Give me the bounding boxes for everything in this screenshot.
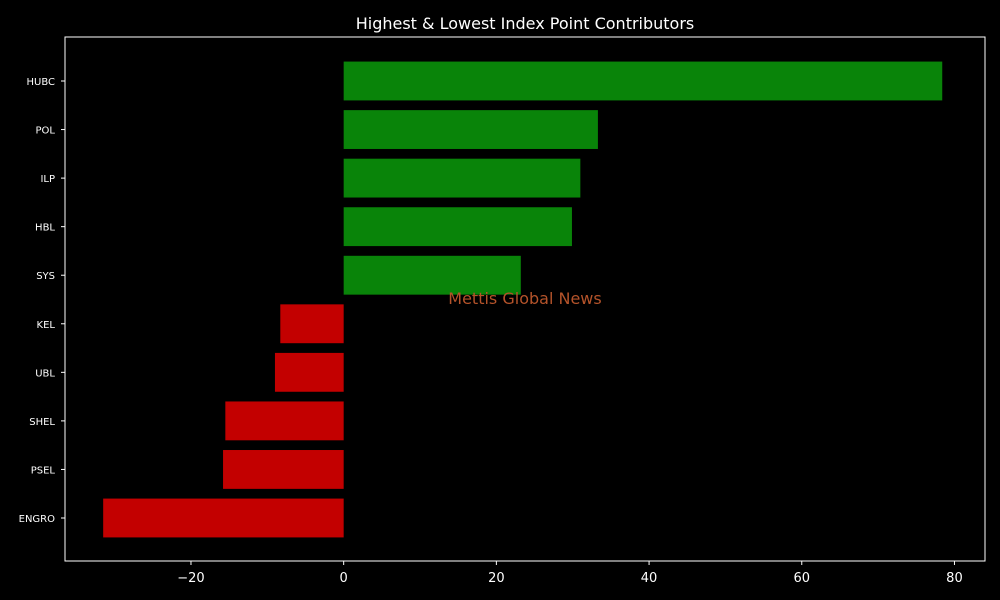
x-tick-label-1: 0 — [340, 571, 348, 586]
bar-ubl — [274, 352, 344, 392]
bar-pol — [343, 110, 598, 149]
plot-frame — [64, 36, 986, 562]
x-tick-label-3: 40 — [641, 571, 658, 586]
y-tick-label-sys: SYS — [36, 271, 55, 282]
bar-ilp — [343, 158, 581, 198]
y-tick-label-psel: PSEL — [31, 465, 56, 476]
y-tick-label-engro: ENGRO — [19, 514, 55, 525]
y-tick-label-shel: SHEL — [29, 417, 55, 428]
y-tick-label-ubl: UBL — [35, 368, 55, 379]
bar-shel — [225, 401, 344, 441]
watermark: Mettis Global News — [448, 289, 601, 308]
y-tick-label-kel: KEL — [37, 320, 56, 331]
y-tick-label-pol: POL — [36, 126, 56, 137]
bar-psel — [223, 450, 344, 489]
chart-title: Highest & Lowest Index Point Contributor… — [356, 14, 695, 33]
x-ticks: −20 0 20 40 60 80 — [177, 561, 963, 586]
y-tick-labels: HUBC POL ILP HBL SYS KEL UBL SHEL PSEL ENGRO — [19, 77, 65, 525]
bar-sys — [343, 255, 521, 295]
x-tick-label-2: 20 — [488, 571, 505, 586]
bar-engro — [103, 498, 344, 538]
bar-hbl — [343, 207, 572, 247]
x-tick-label-4: 60 — [793, 571, 810, 586]
y-tick-label-hbl: HBL — [35, 223, 55, 234]
x-tick-label-5: 80 — [946, 571, 963, 586]
y-tick-label-hubc: HUBC — [26, 77, 55, 88]
bar-kel — [280, 304, 344, 344]
x-tick-label-0: −20 — [177, 571, 204, 586]
y-tick-label-ilp: ILP — [40, 174, 55, 185]
bars — [103, 61, 943, 538]
bar-hubc — [343, 61, 943, 101]
